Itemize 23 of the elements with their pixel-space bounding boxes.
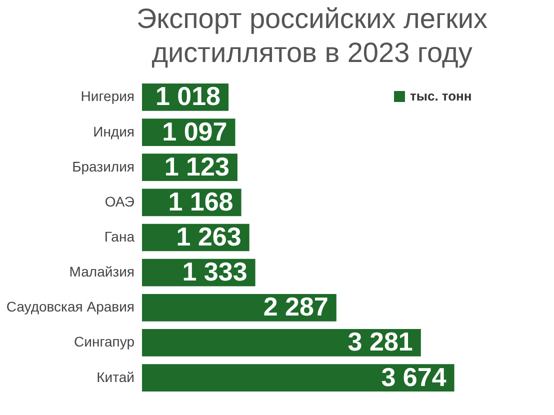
- bar: [142, 364, 454, 392]
- y-tick-label: Малайзия: [69, 264, 134, 280]
- y-tick-label: Гана: [104, 228, 135, 244]
- data-label: 1 263: [176, 222, 242, 252]
- data-label: 1 018: [155, 81, 221, 112]
- data-label: 3 674: [381, 362, 447, 392]
- data-label: 1 168: [168, 186, 234, 216]
- y-tick-label: Индия: [93, 123, 134, 140]
- data-label: 3 281: [348, 326, 413, 357]
- data-label: 2 287: [263, 292, 328, 322]
- y-tick-label: Нигерия: [80, 88, 134, 104]
- y-tick-label: Бразилия: [72, 158, 134, 174]
- bar: [142, 329, 421, 356]
- data-label: 1 097: [162, 116, 228, 146]
- chart-title: Экспорт российских легких дистиллятов в 2023 году: [136, 3, 488, 68]
- y-tick-label: Саудовская Аравия: [6, 298, 134, 315]
- data-label: 1 123: [164, 151, 230, 182]
- data-label: 1 333: [182, 256, 248, 287]
- bar: [142, 294, 336, 322]
- y-tick-label: Китай: [96, 368, 134, 385]
- legend-label: тыс. тонн: [410, 88, 472, 104]
- y-tick-label: Сингапур: [74, 334, 135, 350]
- y-tick-label: ОАЭ: [104, 193, 134, 210]
